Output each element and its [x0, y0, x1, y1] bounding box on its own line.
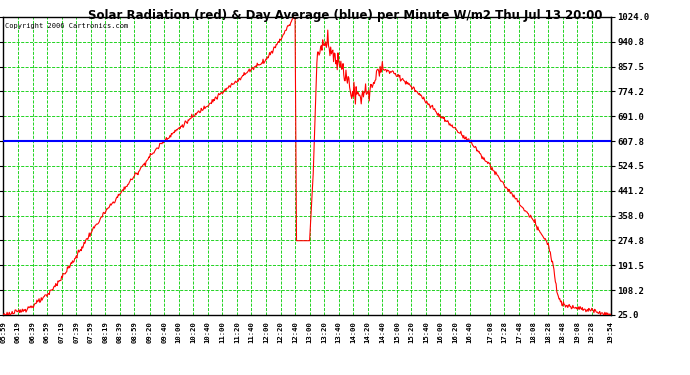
Text: Copyright 2006 Cartronics.com: Copyright 2006 Cartronics.com: [6, 23, 128, 29]
Text: Solar Radiation (red) & Day Average (blue) per Minute W/m2 Thu Jul 13 20:00: Solar Radiation (red) & Day Average (blu…: [88, 9, 602, 22]
